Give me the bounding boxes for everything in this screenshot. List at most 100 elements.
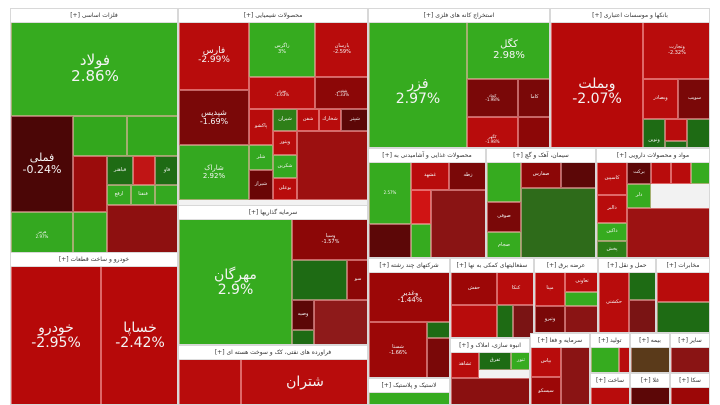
stock-tile[interactable] xyxy=(297,131,367,200)
stock-tile[interactable]: کاسپین xyxy=(597,162,627,195)
stock-tile[interactable] xyxy=(292,330,314,344)
stock-tile[interactable] xyxy=(292,260,347,300)
sector-header[interactable]: مخابرات [+] xyxy=(657,259,709,273)
stock-tile[interactable]: فزر 2.97% xyxy=(369,22,467,147)
sector-header[interactable]: عرضه برق [+] xyxy=(535,259,597,273)
sector-header[interactable]: استخراج کانه های فلزی [+] xyxy=(369,9,549,23)
stock-tile[interactable] xyxy=(665,141,687,147)
stock-tile[interactable]: ویتور xyxy=(273,131,297,155)
sector-header[interactable]: سایر [+] xyxy=(671,334,709,348)
stock-tile[interactable] xyxy=(631,347,669,372)
sector-header[interactable]: فراورده های نفتی، کک و سوخت هسته ای [+] xyxy=(179,346,367,360)
stock-tile[interactable]: صوفی xyxy=(487,202,521,232)
stock-tile[interactable] xyxy=(561,162,595,188)
stock-tile[interactable] xyxy=(451,305,497,337)
stock-tile[interactable]: حفش xyxy=(451,272,497,305)
stock-tile[interactable] xyxy=(591,387,629,404)
stock-tile[interactable] xyxy=(487,162,521,202)
stock-tile[interactable] xyxy=(657,302,709,332)
stock-tile[interactable]: 2.57% xyxy=(369,162,411,224)
sector-header[interactable]: فلزات اساسی [+] xyxy=(11,9,177,23)
stock-tile[interactable] xyxy=(561,347,589,404)
stock-tile[interactable] xyxy=(591,347,619,372)
stock-tile[interactable]: پاکشو xyxy=(249,109,273,145)
stock-tile[interactable]: شکربن xyxy=(273,155,297,178)
stock-tile[interactable] xyxy=(631,387,669,404)
stock-tile[interactable] xyxy=(657,272,709,302)
stock-tile[interactable]: پخش xyxy=(597,241,627,257)
sector-header[interactable]: مواد و محصولات دارویی [+] xyxy=(597,149,709,163)
stock-tile[interactable]: تعاونی xyxy=(565,272,597,292)
stock-tile[interactable]: ونوین xyxy=(643,119,665,147)
stock-tile[interactable] xyxy=(691,162,709,184)
stock-tile[interactable]: شاراک 2.92% xyxy=(179,145,249,200)
stock-tile[interactable] xyxy=(155,185,177,205)
stock-tile[interactable]: شپتر xyxy=(341,109,367,131)
stock-tile[interactable] xyxy=(513,305,533,337)
stock-tile[interactable] xyxy=(427,338,449,377)
stock-tile[interactable]: وصیه xyxy=(292,300,314,330)
sector-header[interactable]: سرمایه و فعا [+] xyxy=(531,334,589,348)
stock-tile[interactable]: دلر xyxy=(627,184,651,208)
stock-tile[interactable] xyxy=(73,156,107,212)
stock-tile[interactable] xyxy=(518,117,549,147)
sector-header[interactable]: حمل و نقل [+] xyxy=(599,259,655,273)
stock-tile[interactable] xyxy=(565,306,597,332)
stock-tile[interactable] xyxy=(665,119,687,141)
stock-tile[interactable]: صجام xyxy=(487,232,521,257)
stock-tile[interactable] xyxy=(73,212,107,252)
sector-header[interactable]: محصولات شیمیایی [+] xyxy=(179,9,367,23)
stock-tile[interactable] xyxy=(521,188,595,257)
sector-header[interactable]: سرمایه گذاریها [+] xyxy=(179,206,367,220)
stock-tile[interactable]: بپاس xyxy=(531,347,561,377)
stock-tile[interactable] xyxy=(369,224,411,257)
stock-tile[interactable]: شخارك xyxy=(319,109,341,131)
stock-tile[interactable]: هرمز 2.97% xyxy=(11,212,73,252)
stock-tile[interactable] xyxy=(671,387,709,404)
sector-header[interactable]: بانکها و موسسات اعتباری [+] xyxy=(551,9,709,23)
stock-tile[interactable]: وتیرو xyxy=(535,306,565,332)
stock-tile[interactable] xyxy=(314,300,367,344)
sector-header[interactable]: سکا [+] xyxy=(671,374,709,388)
stock-tile[interactable]: خودرو -2.95% xyxy=(11,266,101,404)
sector-header[interactable]: محصولات غذایی و آشامیدنی به [+] xyxy=(369,149,485,163)
stock-tile[interactable] xyxy=(133,156,155,185)
stock-tile[interactable]: ثشاهد xyxy=(451,352,479,378)
stock-tile[interactable]: نوری -1.63% xyxy=(249,77,315,109)
stock-tile[interactable] xyxy=(451,378,529,404)
stock-tile[interactable]: شستا -1.66% xyxy=(369,322,427,377)
stock-tile[interactable]: فملی -0.24% xyxy=(11,116,73,212)
stock-tile[interactable] xyxy=(431,190,485,257)
stock-tile[interactable]: کچاد -1.98% xyxy=(467,79,518,117)
stock-tile[interactable] xyxy=(73,116,127,156)
stock-tile[interactable]: دالبر xyxy=(597,195,627,223)
stock-tile[interactable]: برکت xyxy=(627,162,651,184)
sector-header[interactable]: تولید [+] xyxy=(591,334,629,348)
stock-tile[interactable] xyxy=(179,359,241,404)
stock-tile[interactable] xyxy=(671,162,691,184)
stock-tile[interactable] xyxy=(565,292,597,306)
stock-tile[interactable] xyxy=(629,300,655,332)
stock-tile[interactable]: سیسکو xyxy=(531,377,561,404)
stock-tile[interactable] xyxy=(411,190,431,224)
stock-tile[interactable]: وسپا -1.57% xyxy=(292,219,367,260)
stock-tile[interactable] xyxy=(629,272,655,300)
stock-tile[interactable] xyxy=(497,305,513,337)
stock-tile[interactable]: شتران xyxy=(241,359,367,404)
stock-tile[interactable]: کتکا xyxy=(497,272,533,305)
stock-tile[interactable]: مپنا xyxy=(535,272,565,306)
stock-tile[interactable] xyxy=(619,347,629,372)
stock-tile[interactable]: فاو xyxy=(155,156,177,185)
sector-header[interactable]: غلا [+] xyxy=(631,374,669,388)
stock-tile[interactable]: وبصادر xyxy=(643,79,678,119)
stock-tile[interactable]: صفارس xyxy=(521,162,561,188)
stock-tile[interactable]: وتجارت -2.32% xyxy=(643,22,709,79)
stock-tile[interactable] xyxy=(627,208,709,257)
stock-tile[interactable]: شغدیر -1.33% xyxy=(315,77,367,109)
stock-tile[interactable]: شفن xyxy=(297,109,319,131)
stock-tile[interactable]: شیراز xyxy=(249,170,273,200)
stock-tile[interactable]: ذاکین xyxy=(597,223,627,241)
stock-tile[interactable] xyxy=(127,116,177,156)
stock-tile[interactable]: شیران xyxy=(273,109,297,131)
stock-tile[interactable]: شپدیس -1.69% xyxy=(179,90,249,145)
